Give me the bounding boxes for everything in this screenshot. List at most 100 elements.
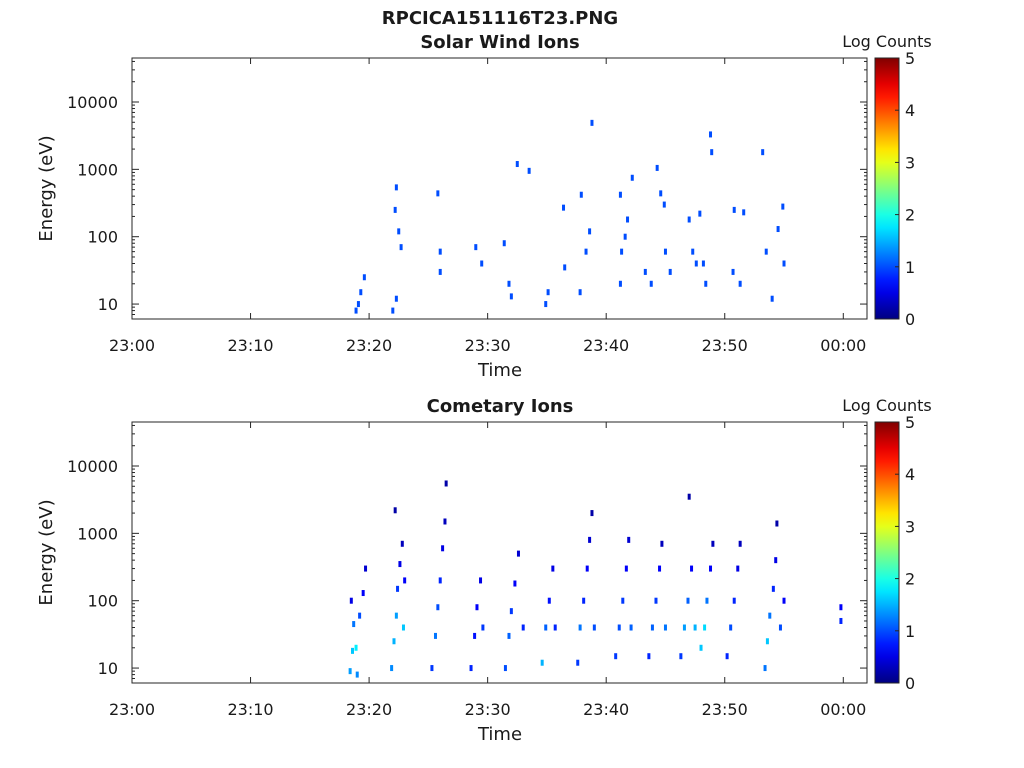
data-cell (438, 248, 442, 255)
data-cell (736, 565, 740, 572)
data-cell (400, 540, 404, 547)
y-tick-label: 10 (98, 659, 118, 678)
data-cell (503, 665, 507, 672)
colorbar-tick-label: 5 (905, 49, 915, 68)
data-cell (663, 624, 667, 631)
data-cell (562, 204, 566, 211)
colorbar-tick-label: 3 (905, 153, 915, 172)
data-cell (663, 248, 667, 255)
data-cell (693, 624, 697, 631)
data-cell (662, 201, 666, 208)
data-cell (764, 248, 768, 255)
data-cell (618, 280, 622, 287)
data-cell (703, 624, 707, 631)
x-tick-label: 23:20 (346, 700, 392, 719)
data-cell (699, 644, 703, 651)
data-cell (436, 604, 440, 611)
data-cell (507, 280, 511, 287)
data-cell (614, 653, 618, 660)
data-cell (658, 565, 662, 572)
data-cell (659, 190, 663, 197)
data-cell (578, 289, 582, 296)
colorbar-label: Log Counts (842, 396, 932, 415)
data-cell (355, 671, 359, 678)
data-cell (392, 638, 396, 645)
data-cell (687, 493, 691, 500)
data-cell (433, 632, 437, 639)
data-cell (547, 597, 551, 604)
data-cell (507, 632, 511, 639)
x-tick-label: 23:20 (346, 336, 392, 355)
data-cell (354, 644, 358, 651)
data-cell (765, 638, 769, 645)
data-cell (781, 203, 785, 210)
data-cell (776, 226, 780, 233)
x-tick-label: 23:40 (583, 700, 629, 719)
data-cell (436, 190, 440, 197)
data-cell (650, 624, 654, 631)
data-cell (691, 248, 695, 255)
data-cell (441, 545, 445, 552)
y-tick-label: 10000 (67, 457, 118, 476)
x-tick-label: 23:50 (702, 700, 748, 719)
data-cell (618, 191, 622, 198)
data-cell (590, 119, 594, 126)
y-axis-label: Energy (eV) (36, 135, 57, 241)
data-cell (391, 307, 395, 314)
data-cell (438, 577, 442, 584)
data-cell (647, 653, 651, 660)
data-cell (649, 280, 653, 287)
data-cell (738, 540, 742, 547)
data-cell (438, 268, 442, 275)
panel-solar-wind-ions: 23:00 23:10 23:20 23:30 23:40 23:50 00:0010100… (36, 32, 932, 381)
x-tick-label: 23:10 (227, 336, 273, 355)
data-cell (687, 216, 691, 223)
data-cell (394, 295, 398, 302)
colorbar-tick-label: 2 (905, 570, 915, 589)
data-cell (544, 301, 548, 308)
y-tick-label: 10000 (67, 93, 118, 112)
data-cell (474, 244, 478, 251)
data-cell (584, 248, 588, 255)
data-cell (390, 665, 394, 672)
data-cell (761, 149, 765, 156)
data-cell (509, 608, 513, 615)
data-cell (356, 301, 360, 308)
data-cell (443, 518, 447, 525)
y-tick-label: 1000 (77, 524, 118, 543)
data-cell (502, 240, 506, 247)
x-tick-label: 23:30 (465, 700, 511, 719)
data-cell (348, 668, 352, 675)
data-cell (731, 268, 735, 275)
data-cell (725, 653, 729, 660)
data-cell (627, 536, 631, 543)
data-cell (473, 632, 477, 639)
x-tick-label: 23:00 (109, 700, 155, 719)
data-cell (709, 565, 713, 572)
data-cell (621, 597, 625, 604)
data-cell (710, 149, 714, 156)
x-tick-label: 00:00 (820, 700, 866, 719)
data-cell (617, 624, 621, 631)
colorbar (874, 57, 900, 320)
data-cell (444, 480, 448, 487)
y-tick-label: 10 (98, 295, 118, 314)
data-cell (585, 565, 589, 572)
data-cell (732, 597, 736, 604)
data-cell (629, 624, 633, 631)
data-cell (654, 597, 658, 604)
data-cell (578, 624, 582, 631)
colorbar-tick-label: 5 (905, 413, 915, 432)
plot-area (131, 421, 868, 684)
data-cell (774, 557, 778, 564)
data-cell (738, 280, 742, 287)
data-cell (351, 647, 354, 654)
data-cell (660, 540, 664, 547)
data-cell (839, 617, 843, 624)
data-cell (396, 585, 400, 592)
data-cell (686, 597, 690, 604)
x-tick-label: 23:50 (702, 336, 748, 355)
x-tick-label: 23:40 (583, 336, 629, 355)
data-cell (709, 131, 713, 138)
